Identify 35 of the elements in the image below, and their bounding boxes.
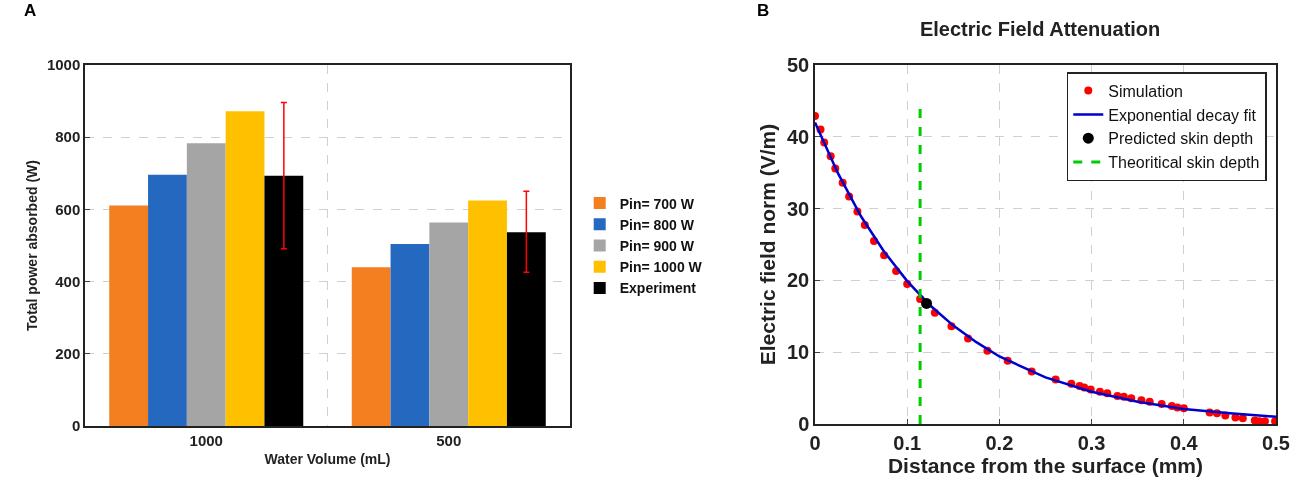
chart-title: Electric Field Attenuation [919,17,1161,40]
y-tick-label: 50 [787,54,810,76]
y-tick-label: 30 [787,197,810,220]
legend-label: Theoritical skin depth [1108,154,1260,172]
x-tick-label: 500 [436,431,462,449]
legend-label: Pin= 1000 W [619,259,703,276]
y-tick-label: 40 [787,125,810,148]
legend-label: Exponential decay fit [1108,106,1257,124]
x-axis-title: Distance from the surface (mm) [887,454,1204,478]
y-axis-title: Electric field norm (V/m) [755,123,779,366]
y-tick-label: 0 [798,413,810,435]
legend-label: Experiment [619,280,697,297]
legend-label: Pin= 800 W [619,216,695,233]
y-tick-label: 1000 [46,56,81,74]
legend-label: Pin= 700 W [619,195,695,212]
x-tick-label: 1000 [189,431,223,449]
y-tick-label: 10 [787,341,810,364]
x-axis-title: Water Volume (mL) [264,450,391,467]
x-tick-label: 0.1 [893,431,922,454]
y-tick-label: 400 [55,272,81,290]
x-tick-label: 0.2 [985,431,1014,454]
legend-label: Pin= 900 W [619,237,695,254]
legend-label: Predicted skin depth [1108,130,1254,148]
text: B [757,1,770,20]
y-tick-label: 200 [55,345,81,363]
x-tick-label: 0.5 [1262,431,1290,454]
y-tick-label: 800 [55,128,81,146]
text: A [24,1,37,20]
y-tick-label: 600 [55,200,81,218]
x-tick-label: 0.3 [1077,431,1106,454]
y-tick-label: 20 [787,269,810,292]
legend-label: Simulation [1108,82,1183,100]
x-tick-label: 0.4 [1169,431,1199,454]
y-tick-label: 0 [71,417,81,435]
y-axis-title: Total power absorbed (W) [23,160,40,331]
